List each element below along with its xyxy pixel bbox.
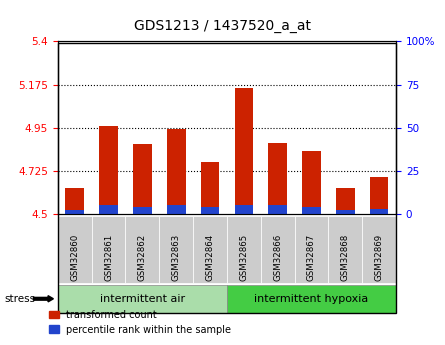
Text: stress: stress — [4, 294, 36, 304]
Text: GSM32867: GSM32867 — [307, 234, 316, 281]
Bar — [268, 143, 287, 214]
Text: GSM32869: GSM32869 — [375, 234, 384, 281]
Bar — [235, 88, 253, 214]
Bar — [336, 210, 355, 214]
Bar — [99, 205, 118, 214]
Text: GSM32863: GSM32863 — [172, 234, 181, 281]
Bar — [167, 129, 186, 214]
Bar — [268, 205, 287, 214]
Bar — [302, 151, 321, 214]
Text: GSM32861: GSM32861 — [104, 234, 113, 281]
Bar — [235, 205, 253, 214]
Text: GSM32866: GSM32866 — [273, 234, 282, 281]
Bar — [370, 209, 388, 214]
Text: GSM32868: GSM32868 — [341, 234, 350, 281]
Bar — [65, 210, 84, 214]
Bar — [302, 207, 321, 214]
Bar — [201, 207, 219, 214]
Text: GSM32864: GSM32864 — [206, 234, 214, 281]
Text: GDS1213 / 1437520_a_at: GDS1213 / 1437520_a_at — [134, 19, 311, 33]
Bar — [370, 177, 388, 214]
Text: GSM32862: GSM32862 — [138, 234, 147, 281]
Bar — [99, 126, 118, 214]
Text: GSM32860: GSM32860 — [70, 234, 79, 281]
Text: GSM32865: GSM32865 — [239, 234, 248, 281]
Text: intermittent air: intermittent air — [100, 294, 185, 304]
Bar — [65, 188, 84, 214]
Legend: transformed count, percentile rank within the sample: transformed count, percentile rank withi… — [45, 306, 235, 338]
Bar — [133, 207, 152, 214]
Bar — [201, 162, 219, 214]
Bar — [336, 188, 355, 214]
Bar — [133, 144, 152, 214]
Bar — [167, 205, 186, 214]
Text: intermittent hypoxia: intermittent hypoxia — [255, 294, 368, 304]
